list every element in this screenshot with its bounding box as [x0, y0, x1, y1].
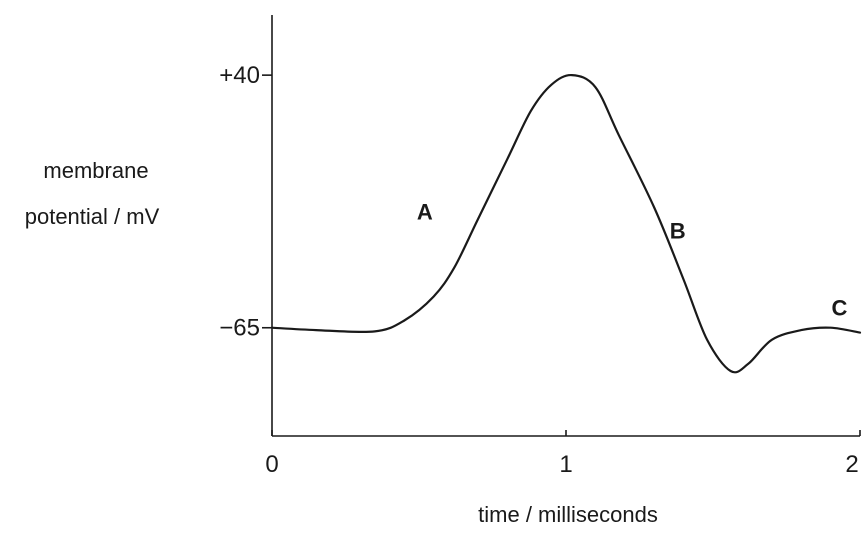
annotation-b: B: [670, 219, 686, 244]
y-tick-label: +40: [219, 62, 260, 89]
x-axis-title: time / milliseconds: [478, 502, 658, 527]
y-axis-title-line-2: potential / mV: [25, 204, 160, 229]
membrane-potential-line: [270, 73, 862, 374]
axis-ticks: 0 1 2 +40 −65: [219, 62, 861, 478]
x-tick-label: 1: [559, 451, 572, 478]
annotation-c: C: [831, 296, 847, 321]
x-tick-label: 0: [265, 451, 278, 478]
phase-annotations: A B C: [417, 199, 848, 320]
y-axis-title-line-1: membrane: [43, 158, 148, 183]
annotation-a: A: [417, 199, 433, 224]
y-tick-label: −65: [219, 315, 260, 342]
y-axis-title: membrane potential / mV: [25, 158, 160, 229]
x-tick-label: 2: [845, 451, 858, 478]
